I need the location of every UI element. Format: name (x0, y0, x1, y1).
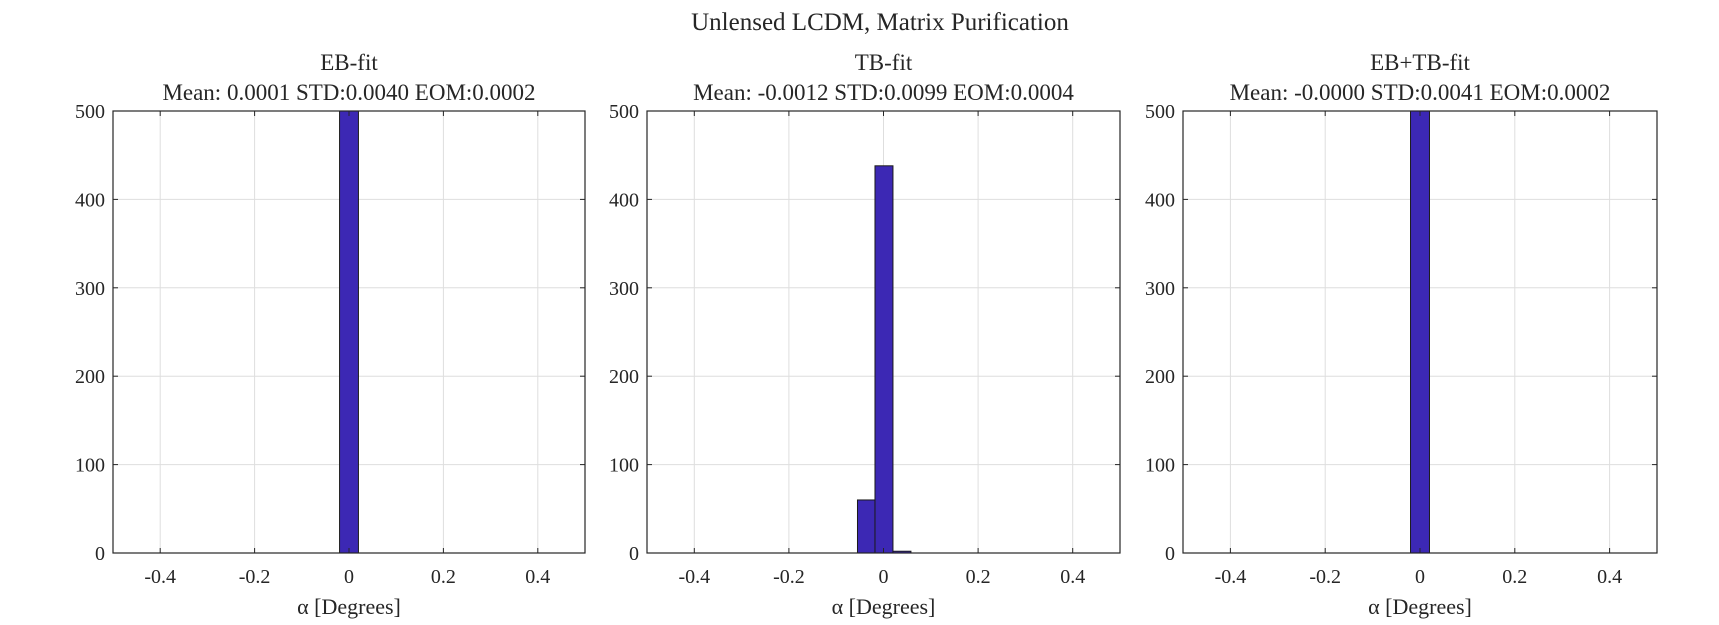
x-tick-label: 0.4 (1597, 566, 1622, 588)
y-tick-label: 200 (75, 366, 105, 388)
y-tick-label: 0 (95, 543, 105, 565)
x-axis-label: α [Degrees] (1368, 594, 1472, 619)
x-tick-label: 0.4 (525, 566, 550, 588)
y-tick-label: 400 (609, 189, 639, 211)
x-tick-label: 0.4 (1060, 566, 1085, 588)
y-tick-label: 300 (609, 278, 639, 300)
panels: EB-fit Mean: 0.0001 STD:0.0040 EOM:0.0002… (75, 50, 1658, 619)
figure-suptitle: Unlensed LCDM, Matrix Purification (691, 9, 1069, 36)
panel-title: EB+TB-fit (1370, 50, 1470, 75)
y-tick-label: 200 (609, 366, 639, 388)
y-tick-label: 400 (1145, 189, 1175, 211)
panel-2: TB-fit Mean: -0.0012 STD:0.0099 EOM:0.000… (609, 50, 1121, 619)
x-tick-label: 0 (344, 566, 354, 588)
y-tick-label: 300 (75, 278, 105, 300)
y-tick-label: 0 (629, 543, 639, 565)
x-tick-label: -0.2 (239, 566, 271, 588)
y-tick-label: 100 (1145, 455, 1175, 477)
x-axis-label: α [Degrees] (297, 594, 401, 619)
y-tick-label: 500 (1145, 101, 1175, 123)
y-tick-label: 400 (75, 189, 105, 211)
panel-subtitle: Mean: -0.0000 STD:0.0041 EOM:0.0002 (1230, 80, 1611, 105)
histogram-bar (874, 165, 894, 554)
panel-subtitle: Mean: 0.0001 STD:0.0040 EOM:0.0002 (162, 80, 535, 105)
x-tick-label: -0.4 (678, 566, 710, 588)
histogram-bar (339, 110, 359, 554)
histogram-bar (1410, 110, 1430, 554)
histogram-bar (856, 499, 876, 554)
x-axis-label: α [Degrees] (832, 594, 936, 619)
y-tick-label: 200 (1145, 366, 1175, 388)
y-tick-label: 300 (1145, 278, 1175, 300)
y-tick-label: 500 (75, 101, 105, 123)
x-tick-label: 0.2 (431, 566, 456, 588)
x-tick-label: 0 (1415, 566, 1425, 588)
y-tick-label: 100 (75, 455, 105, 477)
panel-subtitle: Mean: -0.0012 STD:0.0099 EOM:0.0004 (693, 80, 1074, 105)
x-tick-label: -0.2 (1309, 566, 1341, 588)
y-tick-label: 100 (609, 455, 639, 477)
x-tick-label: 0.2 (1502, 566, 1527, 588)
x-tick-label: -0.2 (773, 566, 805, 588)
x-tick-label: -0.4 (1215, 566, 1247, 588)
panel-title: TB-fit (855, 50, 913, 75)
panel-1: EB-fit Mean: 0.0001 STD:0.0040 EOM:0.0002… (75, 50, 586, 619)
x-tick-label: 0.2 (966, 566, 991, 588)
y-tick-label: 500 (609, 101, 639, 123)
panel-3: EB+TB-fit Mean: -0.0000 STD:0.0041 EOM:0.… (1145, 50, 1658, 619)
x-tick-label: -0.4 (144, 566, 176, 588)
y-tick-label: 0 (1165, 543, 1175, 565)
x-tick-label: 0 (879, 566, 889, 588)
panel-title: EB-fit (320, 50, 378, 75)
